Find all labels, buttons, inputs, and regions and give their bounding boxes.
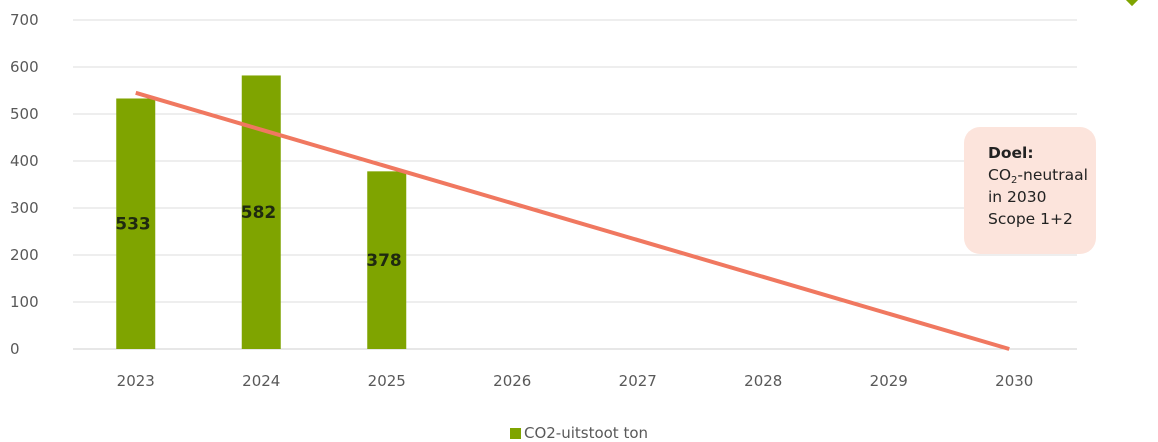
goal-line-year: in 2030	[988, 188, 1047, 206]
bar-2025	[367, 171, 407, 349]
legend-label: CO2-uitstoot ton	[523, 424, 649, 442]
x-tick-label: 2024	[242, 372, 280, 390]
goal-callout: Doel: CO2-neutraal in 2030 Scope 1+2	[964, 127, 1096, 254]
x-tick-label: 2029	[870, 372, 908, 390]
y-tick-label: 0	[10, 340, 20, 358]
x-tick-label: 2030	[995, 372, 1033, 390]
y-tick-label: 700	[10, 11, 39, 29]
y-tick-label: 300	[10, 199, 39, 217]
bar-2023	[116, 98, 156, 350]
bar-data-label: 378	[366, 251, 402, 271]
y-tick-label: 400	[10, 152, 39, 170]
bar-series	[116, 75, 407, 350]
bar-data-label: 582	[241, 203, 277, 223]
legend: CO2-uitstoot ton	[0, 424, 1158, 442]
bar-data-labels: 533 582 378	[115, 203, 402, 271]
goal-subscript-2: 2	[1011, 175, 1018, 186]
goal-line-scope: Scope 1+2	[988, 210, 1073, 228]
x-tick-label: 2028	[744, 372, 782, 390]
grid-lines	[73, 19, 1077, 350]
x-tick-label: 2026	[493, 372, 531, 390]
x-tick-label: 2023	[117, 372, 155, 390]
x-tick-label: 2025	[368, 372, 406, 390]
trend-line-group	[135, 90, 1010, 351]
x-axis: 2023 2024 2025 2026 2027 2028 2029 2030	[117, 372, 1034, 390]
goal-title: Doel:	[988, 144, 1034, 162]
y-tick-label: 600	[10, 58, 39, 76]
goal-co-text: CO	[988, 166, 1012, 184]
trend-line	[135, 90, 1010, 351]
y-tick-label: 500	[10, 105, 39, 123]
y-tick-label: 200	[10, 246, 39, 264]
x-tick-label: 2027	[619, 372, 657, 390]
y-tick-label: 100	[10, 293, 39, 311]
goal-neutral-text: -neutraal	[1017, 166, 1088, 184]
bar-2024	[241, 75, 281, 350]
legend-swatch	[509, 428, 521, 439]
goal-line-co2-neutral: CO2-neutraal	[988, 164, 1088, 186]
bar-data-label: 533	[115, 215, 151, 235]
y-axis: 0 100 200 300 400 500 600 700	[10, 11, 39, 358]
